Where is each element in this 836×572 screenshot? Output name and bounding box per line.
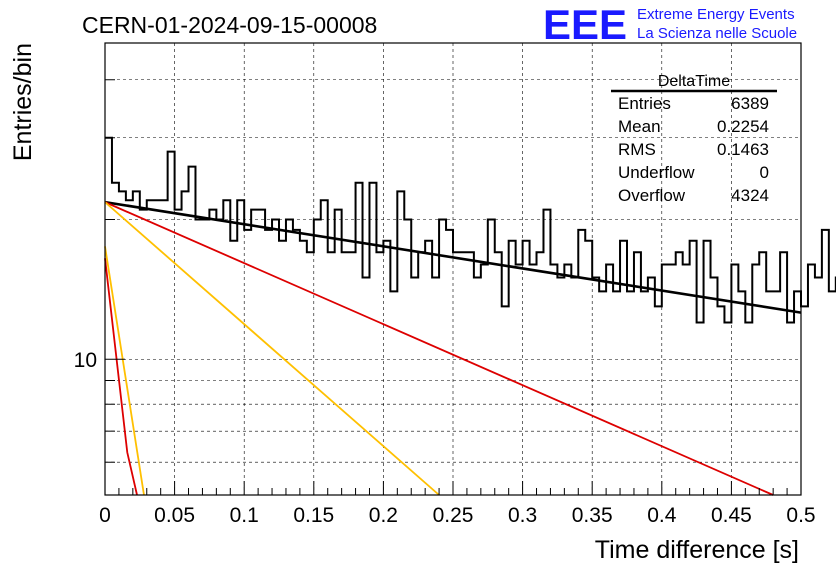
stats-row-label-2: RMS: [618, 140, 656, 159]
x-tick-label-7: 0.35: [572, 504, 613, 527]
x-tick-label-8: 0.4: [647, 504, 677, 527]
x-tick-label-0: 0: [99, 504, 111, 527]
x-tick-label-3: 0.15: [293, 504, 334, 527]
x-tick-label-1: 0.05: [154, 504, 195, 527]
stats-row-value-1: 0.2254: [717, 117, 769, 136]
eee-logo-line2: La Scienza nelle Scuole: [637, 25, 797, 42]
stats-row-value-3: 0: [760, 163, 769, 182]
stats-box-rows: Entries 6389 Mean 0.2254 RMS 0.1463 Underflow 0…: [618, 94, 769, 205]
grid-lines: [105, 43, 801, 495]
fit-curve-3: [104, 246, 145, 496]
stats-row-value-4: 4324: [731, 186, 769, 205]
eee-logo-line1: Extreme Energy Events: [637, 6, 795, 23]
x-tick-label-10: 0.5: [786, 504, 815, 527]
y-tick-label-0: 10: [74, 349, 97, 372]
stats-row-value-0: 6389: [731, 94, 769, 113]
fit-curve-0: [104, 200, 802, 314]
x-tick-label-9: 0.45: [711, 504, 752, 527]
stats-row-value-2: 0.1463: [717, 140, 769, 159]
x-tick-label-6: 0.3: [508, 504, 537, 527]
axis-ticks: 0 0.05 0.1 0.15 0.2 0.25 0.3 0.35 0.4 0.45 0.5 10: [74, 79, 816, 527]
eee-logo: EEE Extreme Energy Events La Scienza nel…: [543, 1, 797, 48]
run-title: CERN-01-2024-09-15-00008: [82, 12, 377, 38]
stats-row-label-0: Entries: [618, 94, 671, 113]
fit-curves: [104, 200, 802, 496]
x-axis-label: Time difference [s]: [595, 536, 799, 564]
fit-curve-2: [104, 201, 440, 496]
stats-row-label-3: Underflow: [618, 163, 695, 182]
fit-curve-1: [104, 201, 774, 496]
fit-curve-4: [104, 258, 138, 496]
stats-row-label-4: Overflow: [618, 186, 686, 205]
stats-row-label-1: Mean: [618, 117, 661, 136]
x-tick-label-2: 0.1: [230, 504, 259, 527]
x-tick-label-5: 0.25: [433, 504, 474, 527]
eee-logo-mark: EEE: [543, 1, 627, 48]
histogram-steps: [105, 136, 836, 324]
stats-box: DeltaTime Entries 6389 Mean 0.2254 RMS 0.1463…: [611, 73, 777, 205]
x-tick-label-4: 0.2: [369, 504, 398, 527]
y-axis-label: Entries/bin: [9, 43, 37, 161]
stats-box-title: DeltaTime: [658, 73, 730, 90]
histogram-series: [105, 136, 836, 324]
